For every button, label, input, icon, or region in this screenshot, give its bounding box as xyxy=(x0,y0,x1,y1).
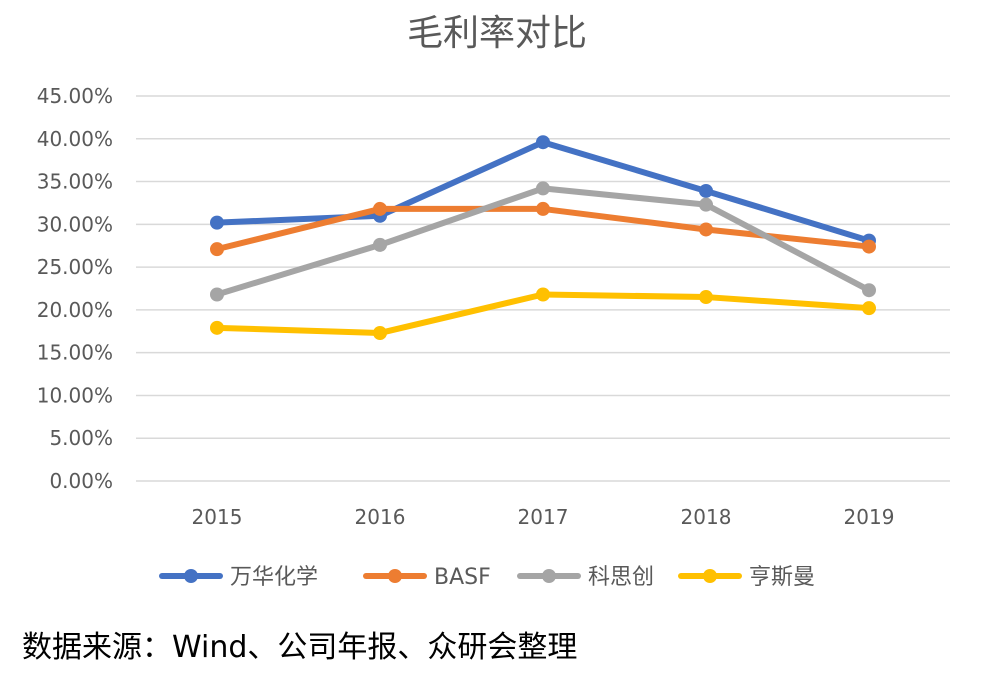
data-point xyxy=(210,320,224,335)
y-tick-label: 15.00% xyxy=(37,341,113,365)
legend-label: 万华化学 xyxy=(230,565,318,590)
data-point xyxy=(862,239,876,254)
legend-entry: BASF xyxy=(363,565,491,590)
data-point xyxy=(699,222,713,237)
data-point xyxy=(210,242,224,257)
y-tick-label: 35.00% xyxy=(37,170,113,194)
y-tick-label: 25.00% xyxy=(37,255,113,279)
series-4 xyxy=(210,287,876,340)
y-tick-label: 20.00% xyxy=(37,298,113,322)
data-point xyxy=(536,181,550,196)
data-point xyxy=(373,237,387,252)
data-point xyxy=(373,325,387,340)
legend-entry: 科思创 xyxy=(517,565,654,590)
data-point xyxy=(536,135,550,150)
legend-marker xyxy=(184,569,198,583)
x-tick-label: 2015 xyxy=(192,505,243,529)
legend-label: 亨斯曼 xyxy=(749,565,815,590)
legend-entry: 亨斯曼 xyxy=(678,565,815,590)
legend-label: BASF xyxy=(434,565,491,590)
legend-marker xyxy=(542,569,556,583)
y-tick-label: 5.00% xyxy=(49,426,113,450)
y-tick-label: 45.00% xyxy=(37,84,113,108)
series-lines xyxy=(210,135,876,340)
data-point xyxy=(699,290,713,305)
legend-entry: 万华化学 xyxy=(159,565,318,590)
data-point xyxy=(210,287,224,302)
data-point xyxy=(210,215,224,230)
source-note: 数据来源：Wind、公司年报、众研会整理 xyxy=(22,630,578,665)
y-tick-label: 10.00% xyxy=(37,383,113,407)
data-point xyxy=(699,183,713,198)
data-point xyxy=(536,201,550,216)
x-axis-ticks: 2015 2016 2017 2018 2019 xyxy=(192,505,895,529)
chart-title: 毛利率对比 xyxy=(407,13,587,54)
y-tick-label: 0.00% xyxy=(49,469,113,493)
data-point xyxy=(536,287,550,302)
data-point xyxy=(862,301,876,316)
legend: 万华化学 BASF 科思创 亨斯曼 xyxy=(159,565,815,590)
data-point xyxy=(862,283,876,298)
y-axis-ticks: 0.00% 5.00% 10.00% 15.00% 20.00% 25.00% 30.00%… xyxy=(37,84,113,493)
x-tick-label: 2019 xyxy=(844,505,895,529)
legend-marker xyxy=(388,569,402,583)
data-point xyxy=(373,201,387,216)
legend-label: 科思创 xyxy=(588,565,654,590)
x-tick-label: 2016 xyxy=(355,505,406,529)
y-tick-label: 30.00% xyxy=(37,212,113,236)
y-tick-label: 40.00% xyxy=(37,127,113,151)
data-point xyxy=(699,197,713,212)
x-tick-label: 2018 xyxy=(681,505,732,529)
legend-marker xyxy=(703,569,717,583)
x-tick-label: 2017 xyxy=(518,505,569,529)
series-3 xyxy=(210,181,876,302)
